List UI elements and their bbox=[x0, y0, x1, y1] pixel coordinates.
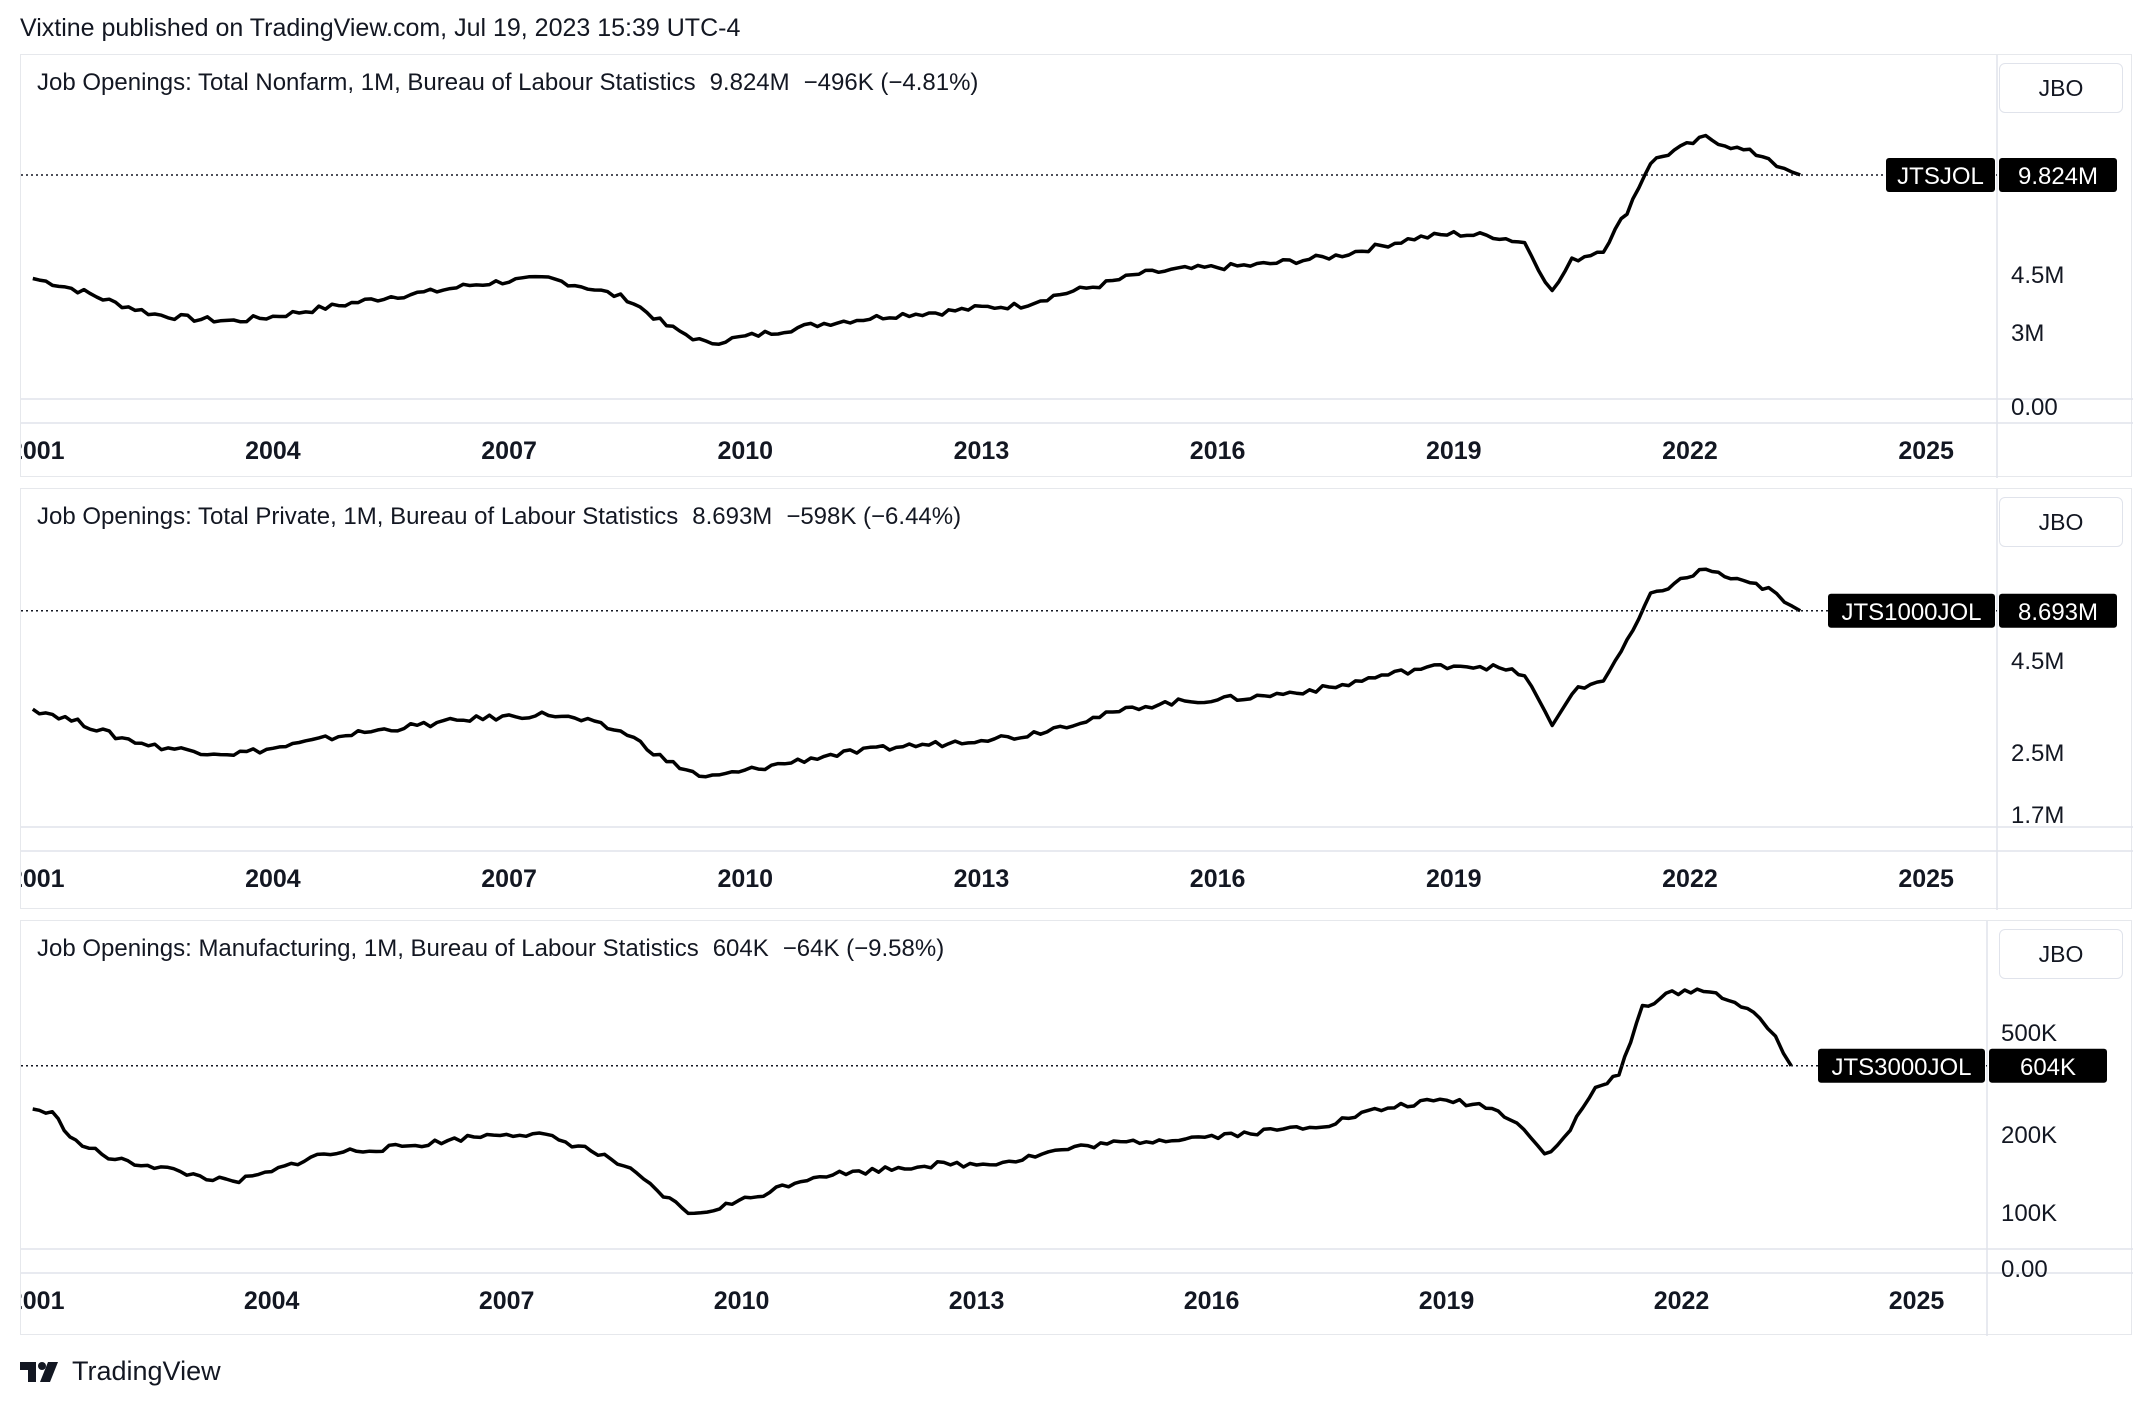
x-tick-label: 2016 bbox=[1184, 1287, 1240, 1315]
x-tick-label: 2001 bbox=[21, 437, 65, 465]
series-line[interactable] bbox=[32, 987, 1793, 1216]
x-tick-label: 2007 bbox=[481, 865, 537, 893]
y-tick-label: 3M bbox=[2011, 320, 2044, 347]
last-value: 9.824M bbox=[709, 69, 790, 96]
x-tick-label: 2001 bbox=[21, 865, 65, 893]
series-title: Job Openings: Total Nonfarm, 1M, Bureau … bbox=[37, 69, 696, 96]
change-value: −64K (−9.58%) bbox=[782, 935, 945, 962]
tradingview-brand: TradingView bbox=[72, 1356, 221, 1386]
price-label: 604K bbox=[2020, 1054, 2076, 1081]
x-tick-label: 2022 bbox=[1662, 865, 1718, 893]
y-tick-label: 200K bbox=[2001, 1122, 2057, 1149]
price-label-bg bbox=[1999, 593, 2117, 628]
jbo-button[interactable]: JBO bbox=[1999, 929, 2123, 979]
x-tick-label: 2022 bbox=[1654, 1287, 1710, 1315]
x-tick-label: 2016 bbox=[1190, 437, 1246, 465]
x-tick-label: 2022 bbox=[1662, 437, 1718, 465]
price-label-bg bbox=[1999, 157, 2117, 192]
x-tick-label: 2013 bbox=[949, 1287, 1005, 1315]
series-line[interactable] bbox=[32, 133, 1801, 346]
change-value: −598K (−6.44%) bbox=[786, 503, 962, 530]
price-label: 9.824M bbox=[2018, 163, 2098, 190]
x-tick-label: 2013 bbox=[954, 865, 1010, 893]
pane-title-manufacturing: Job Openings: Manufacturing, 1M, Bureau … bbox=[37, 935, 944, 963]
x-tick-label: 2016 bbox=[1190, 865, 1246, 893]
last-value: 604K bbox=[712, 935, 769, 962]
jbo-button[interactable]: JBO bbox=[1999, 497, 2123, 547]
x-tick-label: 2019 bbox=[1426, 437, 1482, 465]
x-tick-label: 2025 bbox=[1898, 865, 1954, 893]
x-tick-label: 2025 bbox=[1889, 1287, 1945, 1315]
y-tick-label: 500K bbox=[2001, 1020, 2057, 1047]
series-line[interactable] bbox=[31, 567, 1802, 779]
chart-pane-private: 4.5M 2.5M 1.7M 2001 2004 2007 2010 2013 2016 2019… bbox=[20, 488, 2133, 910]
y-tick-label: 2.5M bbox=[2011, 740, 2064, 767]
chart-plot[interactable]: 500K 200K 100K 0.00 2001 2004 2007 2010 2013 2016… bbox=[21, 921, 2133, 1336]
x-tick-label: 2010 bbox=[717, 437, 773, 465]
change-value: −496K (−4.81%) bbox=[803, 69, 979, 96]
pane-title-nonfarm: Job Openings: Total Nonfarm, 1M, Bureau … bbox=[37, 69, 978, 97]
x-tick-label: 2010 bbox=[717, 865, 773, 893]
series-title: Job Openings: Manufacturing, 1M, Bureau … bbox=[37, 935, 699, 962]
x-tick-label: 2001 bbox=[21, 1287, 65, 1315]
x-tick-label: 2004 bbox=[244, 1287, 300, 1315]
pane-title-private: Job Openings: Total Private, 1M, Bureau … bbox=[37, 503, 961, 531]
tradingview-logo-icon bbox=[20, 1361, 58, 1382]
y-tick-label: 0.00 bbox=[2001, 1256, 2048, 1283]
symbol-label: JTS1000JOL bbox=[1841, 599, 1981, 626]
symbol-label-bg bbox=[1886, 157, 1995, 192]
x-tick-label: 2019 bbox=[1426, 865, 1482, 893]
chart-pane-nonfarm: 8.5M4.5M3M0.0020012004200720102013201620… bbox=[20, 54, 2133, 478]
x-tick-label: 2013 bbox=[954, 437, 1010, 465]
y-tick-label: 4.5M bbox=[2011, 262, 2064, 289]
chart-plot[interactable]: 8.5M4.5M3M0.0020012004200720102013201620… bbox=[21, 55, 2133, 478]
jbo-button[interactable]: JBO bbox=[1999, 63, 2123, 113]
y-tick-label: 4.5M bbox=[2011, 648, 2064, 675]
x-tick-label: 2025 bbox=[1898, 437, 1954, 465]
x-tick-label: 2019 bbox=[1419, 1287, 1475, 1315]
price-label: 8.693M bbox=[2018, 599, 2098, 626]
symbol-label: JTSJOL bbox=[1897, 163, 1984, 190]
tradingview-logo[interactable]: TradingView bbox=[20, 1356, 221, 1387]
symbol-label: JTS3000JOL bbox=[1831, 1054, 1971, 1081]
symbol-label-bg bbox=[1818, 1048, 1985, 1083]
x-tick-label: 2004 bbox=[245, 437, 301, 465]
price-label-bg bbox=[1989, 1048, 2107, 1083]
y-tick-label: 100K bbox=[2001, 1200, 2057, 1227]
chart-pane-manufacturing: 500K 200K 100K 0.00 2001 2004 2007 2010 2013 2016… bbox=[20, 920, 2133, 1336]
published-line: Vixtine published on TradingView.com, Ju… bbox=[20, 14, 741, 42]
x-tick-label: 2007 bbox=[479, 1287, 535, 1315]
chart-plot[interactable]: 4.5M 2.5M 1.7M 2001 2004 2007 2010 2013 2016 2019… bbox=[21, 489, 2133, 910]
last-value: 8.693M bbox=[692, 503, 773, 530]
x-tick-label: 2004 bbox=[245, 865, 301, 893]
y-tick-label: 1.7M bbox=[2011, 802, 2064, 829]
symbol-label-bg bbox=[1828, 593, 1995, 628]
x-tick-label: 2007 bbox=[481, 437, 537, 465]
x-tick-label: 2010 bbox=[714, 1287, 770, 1315]
y-tick-label: 0.00 bbox=[2011, 394, 2058, 421]
series-title: Job Openings: Total Private, 1M, Bureau … bbox=[37, 503, 679, 530]
